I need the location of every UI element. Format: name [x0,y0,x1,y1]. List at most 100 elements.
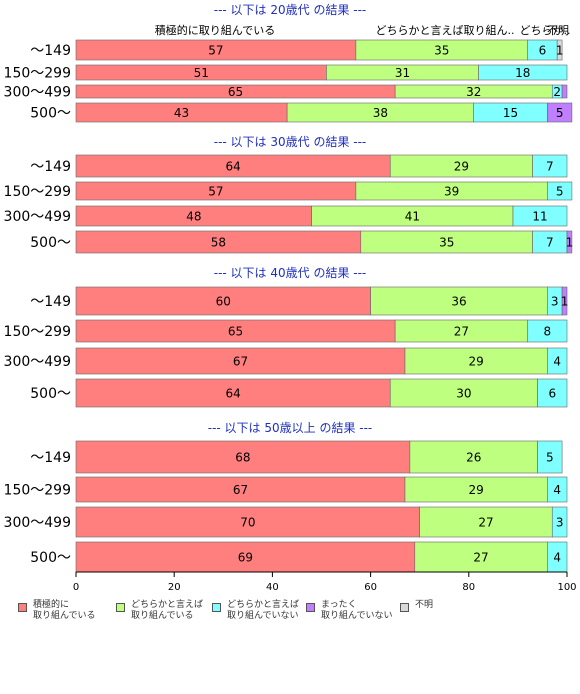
row-label: 500～ [30,106,71,122]
row-label: 150～299 [4,66,71,82]
data-label: 39 [444,185,459,199]
bar-segment [532,154,568,178]
bar-segment [547,347,568,375]
bar-segment [478,64,568,81]
data-label: 27 [454,325,469,339]
legend-swatch [18,603,27,612]
bar-segment [551,506,568,538]
data-label: 6 [548,387,556,401]
data-label: 57 [208,44,223,58]
bar-segment [75,378,391,408]
row-label: 500～ [30,550,71,566]
row-label: 150～299 [4,184,71,200]
top-category-label: 積極的に取り組んでいる [155,23,275,37]
data-label: 29 [469,355,484,369]
bar-segment [404,347,548,375]
data-label: 57 [208,185,223,199]
legend-label: 積極的に 取り組んでいる [33,600,96,621]
legend-item: まったく 取り組んでいない [306,600,393,622]
legend-item: どちらかと言えば 取り組んでいない [212,600,299,622]
bar-segment [561,286,568,316]
data-label: 5 [556,106,564,120]
data-label: 2 [553,85,561,99]
group-title: --- 以下は 40歳代 の結果 --- [214,266,367,280]
data-label: 67 [233,355,248,369]
data-label: 32 [466,85,481,99]
row-label: 300～499 [4,354,71,370]
data-label: 27 [473,551,488,565]
data-label: 43 [174,106,189,120]
data-label: 1 [566,236,574,250]
row-label: 300～499 [4,85,71,101]
data-label: 38 [373,106,388,120]
bar-segment [547,181,573,201]
group-title: --- 以下は 20歳代 の結果 --- [214,3,367,17]
bar-segment [409,440,538,474]
bar-segment [414,541,548,573]
data-label: 70 [240,516,255,530]
data-label: 65 [228,85,243,99]
data-label: 30 [456,387,471,401]
row-label: 300～499 [4,209,71,225]
data-label: 5 [546,451,554,465]
bar-segment [547,476,568,503]
bar-segment [537,440,563,474]
data-label: 29 [454,160,469,174]
data-label: 48 [186,210,201,224]
legend-swatch [400,603,409,612]
x-tick-label: 40 [266,582,279,593]
top-category-label: どちらかと言えば取り組ん.. [376,24,515,37]
bar-segment [404,476,548,503]
data-label: 18 [515,66,530,80]
row-label: ～149 [30,450,71,466]
legend-item: どちらかと言えば 取り組んでいる [116,600,203,622]
data-label: 11 [532,210,547,224]
bar-segment [561,84,568,99]
row-label: ～149 [30,43,71,59]
data-label: 5 [556,185,564,199]
bar-segment [370,286,548,316]
bar-segment [556,39,563,61]
data-label: 7 [546,236,554,250]
top-category-label: 不明 [547,24,569,37]
data-label: 68 [235,451,250,465]
legend-swatch [306,603,315,612]
legend-label: どちらかと言えば 取り組んでいない [227,600,300,621]
data-label: 35 [434,44,449,58]
data-label: 35 [439,236,454,250]
bar-segment [527,319,568,343]
data-label: 27 [478,516,493,530]
row-label: 150～299 [4,324,71,340]
bar-segment [547,102,573,123]
bar-segment [75,506,421,538]
legend-swatch [212,603,221,612]
x-tick-label: 0 [73,582,79,593]
data-label: 8 [544,325,552,339]
data-label: 3 [556,516,564,530]
data-label: 60 [216,295,231,309]
data-label: 31 [395,66,410,80]
data-label: 58 [211,236,226,250]
data-label: 51 [194,66,209,80]
data-label: 64 [225,387,240,401]
data-label: 26 [466,451,481,465]
x-tick-label: 60 [364,582,377,593]
bar-segment [75,286,371,316]
legend-label: どちらかと言えば 取り組んでいる [131,600,204,621]
row-label: ～149 [30,159,71,175]
data-label: 41 [405,210,420,224]
data-label: 65 [228,325,243,339]
data-label: 15 [503,106,518,120]
legend-item: 不明 [400,600,433,612]
row-label: ～149 [30,294,71,310]
row-label: 500～ [30,386,71,402]
legend-label: 不明 [415,600,434,610]
data-label: 4 [553,551,561,565]
bar-segment [566,230,573,254]
data-label: 6 [539,44,547,58]
stacked-bar-chart: 積極的に取り組んでいる どちらかと言えば取り組ん.. どちらか..不明 --- 以下は… [4,3,577,593]
data-label: 67 [233,483,248,497]
group-title: --- 以下は 50歳以上 の結果 --- [208,421,373,435]
data-label: 64 [225,160,240,174]
data-label: 1 [556,44,564,58]
